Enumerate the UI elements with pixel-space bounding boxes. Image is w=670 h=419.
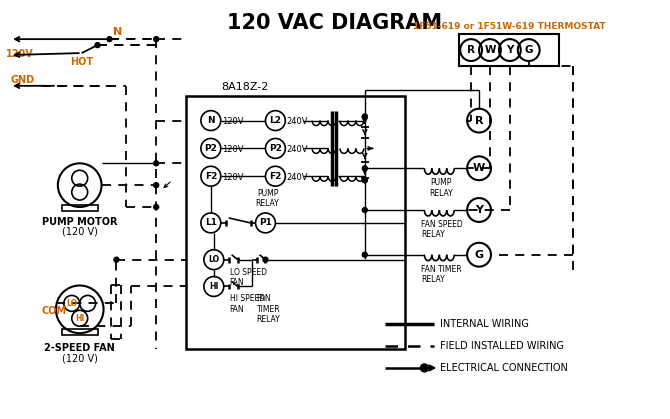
Text: LO: LO (208, 255, 219, 264)
Bar (459, 34, 559, 66)
Text: L2: L2 (269, 116, 281, 125)
Text: (120 V): (120 V) (62, 353, 98, 363)
Text: HI SPEED
FAN: HI SPEED FAN (230, 295, 265, 314)
Bar (62, 329, 98, 335)
Text: FAN SPEED
RELAY: FAN SPEED RELAY (421, 220, 463, 239)
Text: Y: Y (506, 45, 513, 55)
Text: LO: LO (66, 299, 77, 308)
Text: PUMP MOTOR: PUMP MOTOR (42, 217, 117, 227)
Circle shape (362, 178, 367, 183)
Circle shape (362, 207, 367, 212)
Text: 240V: 240V (286, 117, 308, 126)
Text: G: G (525, 45, 533, 55)
Text: ELECTRICAL CONNECTION: ELECTRICAL CONNECTION (440, 363, 568, 373)
Circle shape (153, 36, 159, 41)
Text: R: R (475, 116, 483, 126)
Text: 240V: 240V (286, 145, 308, 154)
Circle shape (95, 43, 100, 48)
Text: 8A18Z-2: 8A18Z-2 (220, 82, 268, 92)
Text: (120 V): (120 V) (62, 227, 98, 237)
Circle shape (362, 252, 367, 257)
Text: P2: P2 (204, 144, 217, 153)
Text: F2: F2 (204, 172, 217, 181)
Text: W: W (484, 45, 496, 55)
Circle shape (114, 257, 119, 262)
Circle shape (107, 36, 112, 41)
Circle shape (421, 364, 428, 372)
Text: 1F51-619 or 1F51W-619 THERMOSTAT: 1F51-619 or 1F51W-619 THERMOSTAT (413, 22, 605, 31)
Text: F2: F2 (269, 172, 281, 181)
Circle shape (362, 178, 367, 183)
Circle shape (153, 161, 159, 166)
Text: FIELD INSTALLED WIRING: FIELD INSTALLED WIRING (440, 341, 564, 351)
Text: HI: HI (75, 314, 84, 323)
Text: GND: GND (10, 75, 34, 85)
Text: N: N (113, 27, 123, 37)
Text: FAN TIMER
RELAY: FAN TIMER RELAY (421, 265, 462, 284)
Circle shape (362, 114, 367, 119)
Text: HOT: HOT (70, 57, 93, 67)
Text: FAN
TIMER
RELAY: FAN TIMER RELAY (257, 295, 280, 324)
Text: 120 VAC DIAGRAM: 120 VAC DIAGRAM (227, 13, 443, 33)
Circle shape (153, 183, 159, 188)
Text: W: W (473, 163, 485, 173)
Text: R: R (467, 45, 475, 55)
Text: 120V: 120V (6, 49, 34, 59)
Text: LO SPEED
FAN: LO SPEED FAN (230, 268, 267, 287)
Text: 120V: 120V (222, 145, 243, 154)
Circle shape (362, 166, 367, 171)
Text: INTERNAL WIRING: INTERNAL WIRING (440, 319, 529, 329)
Text: 120V: 120V (222, 173, 243, 182)
Text: G: G (474, 250, 484, 260)
Text: Y: Y (475, 205, 483, 215)
Text: P1: P1 (259, 218, 272, 228)
Bar (186, 96, 405, 349)
Circle shape (153, 204, 159, 210)
Text: HI: HI (209, 282, 218, 291)
Text: 2-SPEED FAN: 2-SPEED FAN (44, 343, 115, 353)
Text: PUMP
RELAY: PUMP RELAY (429, 178, 453, 198)
Text: N: N (207, 116, 214, 125)
Text: COM: COM (42, 306, 67, 316)
Bar (62, 205, 98, 211)
Text: PUMP
RELAY: PUMP RELAY (255, 189, 279, 208)
Text: L1: L1 (205, 218, 217, 228)
Text: 120V: 120V (222, 117, 243, 126)
Circle shape (362, 114, 367, 119)
Text: P2: P2 (269, 144, 282, 153)
Text: 240V: 240V (286, 173, 308, 182)
Circle shape (263, 257, 268, 262)
